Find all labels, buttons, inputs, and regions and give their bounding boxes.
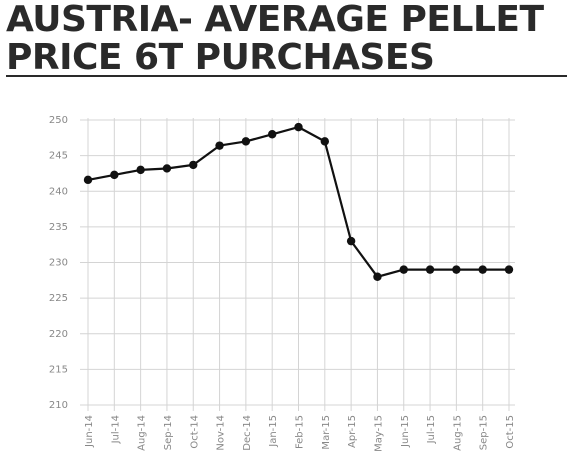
x-tick-label: Jun-14 xyxy=(84,415,95,448)
data-point xyxy=(294,122,303,132)
data-point xyxy=(136,165,145,175)
series-points xyxy=(83,122,514,281)
y-tick-label: 215 xyxy=(49,364,68,375)
data-point xyxy=(478,265,487,274)
x-tick-label: Aug-15 xyxy=(452,415,463,451)
y-tick-label: 245 xyxy=(49,151,68,162)
x-tick-label: Sep-14 xyxy=(163,415,174,450)
x-tick-label: Jan-15 xyxy=(268,415,279,448)
data-point xyxy=(452,265,461,274)
data-point xyxy=(162,164,172,173)
data-point xyxy=(320,137,330,146)
y-tick-label: 235 xyxy=(49,222,68,233)
x-tick-label: Dec-14 xyxy=(242,415,253,451)
x-axis-tick-labels: Jun-14 Jul-14 Aug-14 Sep-14 Oct-14 Nov-14 Dec-… xyxy=(84,415,516,452)
data-point xyxy=(373,272,382,281)
y-tick-label: 250 xyxy=(49,115,68,126)
x-tick-label: Apr-15 xyxy=(347,415,358,448)
data-point xyxy=(425,265,435,274)
y-tick-label: 220 xyxy=(49,329,68,340)
x-tick-label: May-15 xyxy=(373,415,384,452)
data-point xyxy=(399,265,408,274)
x-tick-label: Aug-14 xyxy=(137,415,148,451)
data-point xyxy=(215,141,224,150)
x-tick-label: Sep-15 xyxy=(479,415,490,450)
y-axis-tick-labels: 250 245 240 235 230 225 220 215 210 xyxy=(49,115,68,411)
x-tick-label: Feb-15 xyxy=(295,415,306,449)
data-point xyxy=(504,265,514,274)
y-tick-label: 230 xyxy=(49,258,68,269)
data-point xyxy=(83,175,93,185)
x-tick-label: Jun-15 xyxy=(400,415,411,448)
data-point xyxy=(241,137,251,146)
x-tick-label: Nov-14 xyxy=(216,415,227,451)
x-tick-label: Mar-15 xyxy=(321,415,332,450)
grid-lines xyxy=(80,118,515,411)
data-point xyxy=(267,130,277,139)
data-point xyxy=(189,160,198,170)
x-tick-label: Jul-14 xyxy=(110,415,121,444)
x-tick-label: Oct-15 xyxy=(505,415,516,449)
x-tick-label: Oct-14 xyxy=(189,415,200,449)
chart-title: AUSTRIA- AVERAGE PELLET PRICE 6T PURCHAS… xyxy=(6,0,544,78)
y-tick-label: 225 xyxy=(49,293,68,304)
y-tick-label: 240 xyxy=(49,186,68,197)
x-tick-label: Jul-15 xyxy=(426,415,437,444)
y-tick-label: 210 xyxy=(49,400,68,411)
data-point xyxy=(346,236,356,246)
data-point xyxy=(110,170,119,180)
title-underline xyxy=(6,75,567,77)
